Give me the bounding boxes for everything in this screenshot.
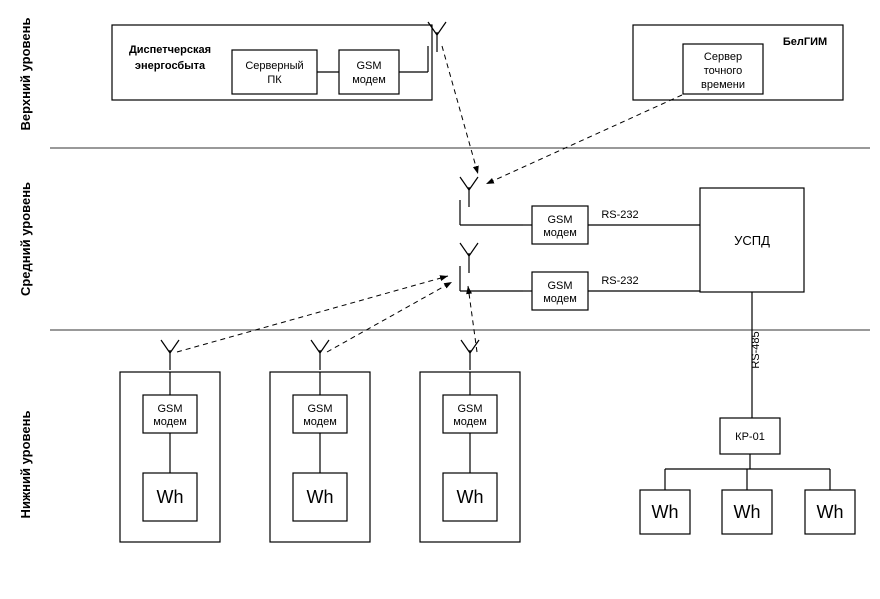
wireless-link [486,95,682,184]
level-label: Средний уровень [18,182,33,296]
antenna-arm [161,340,170,353]
uspd-label: УСПД [734,233,770,248]
time-server-label: точного [704,65,743,77]
level-label: Нижний уровень [18,411,33,519]
gsm-label: модем [153,416,187,428]
gsm-top-box [339,50,399,94]
wh-label: Wh [157,487,184,507]
time-server-label: Сервер [704,51,742,63]
gsm-label: модем [453,416,487,428]
gsm-label: GSM [307,403,332,415]
wireless-link [442,46,478,174]
antenna-arm [460,243,469,256]
time-server-label: времени [701,79,745,91]
belgim-title: БелГИМ [783,36,827,48]
antenna-arm [461,340,470,353]
edge-label: RS-232 [601,209,638,221]
edge-label: RS-232 [601,275,638,287]
antenna-arm [311,340,320,353]
gsm-label: GSM [356,60,381,72]
wh-label: Wh [652,502,679,522]
dispatch-title: Диспетчерская [129,44,211,56]
antenna-arm [470,340,479,353]
wh-label: Wh [307,487,334,507]
gsm-label: GSM [547,280,572,292]
antenna-arm [469,243,478,256]
server-pc-label: Серверный [245,60,303,72]
antenna-arm [469,177,478,190]
dispatch-subtitle: энергосбыта [135,60,206,72]
antenna-arm [437,22,446,35]
gsm-label: GSM [547,214,572,226]
kr01-label: КР-01 [735,431,765,443]
gsm-label: GSM [157,403,182,415]
wh-label: Wh [734,502,761,522]
wh-label: Wh [817,502,844,522]
wireless-link [468,286,477,352]
gsm-label: GSM [457,403,482,415]
antenna-arm [170,340,179,353]
server-pc-label: ПК [267,74,282,86]
gsm-label: модем [543,293,577,305]
gsm-label: модем [352,74,386,86]
gsm-label: модем [543,227,577,239]
wireless-link [177,276,448,352]
antenna-arm [320,340,329,353]
edge-label: RS-485 [750,331,762,368]
level-label: Верхний уровень [18,18,33,131]
server-pc-box [232,50,317,94]
wh-label: Wh [457,487,484,507]
antenna-arm [460,177,469,190]
gsm-label: модем [303,416,337,428]
